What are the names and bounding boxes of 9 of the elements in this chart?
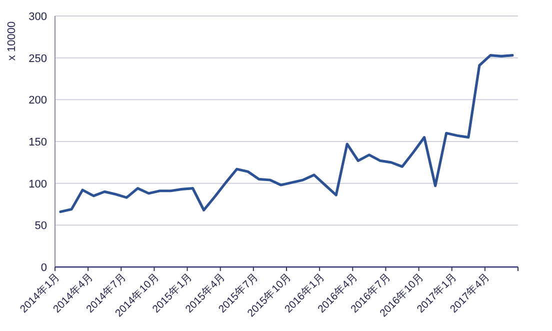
- y-tick-label: 250: [28, 52, 47, 65]
- y-tick-label: 50: [34, 220, 47, 232]
- y-tick-label: 0: [40, 262, 47, 274]
- y-tick-label: 150: [28, 136, 47, 148]
- y-tick-label: 300: [28, 11, 47, 23]
- y-axis-title: x 10000: [6, 21, 18, 61]
- y-tick-label: 200: [28, 94, 47, 107]
- y-tick-label: 100: [28, 178, 47, 190]
- line-series: [59, 54, 514, 214]
